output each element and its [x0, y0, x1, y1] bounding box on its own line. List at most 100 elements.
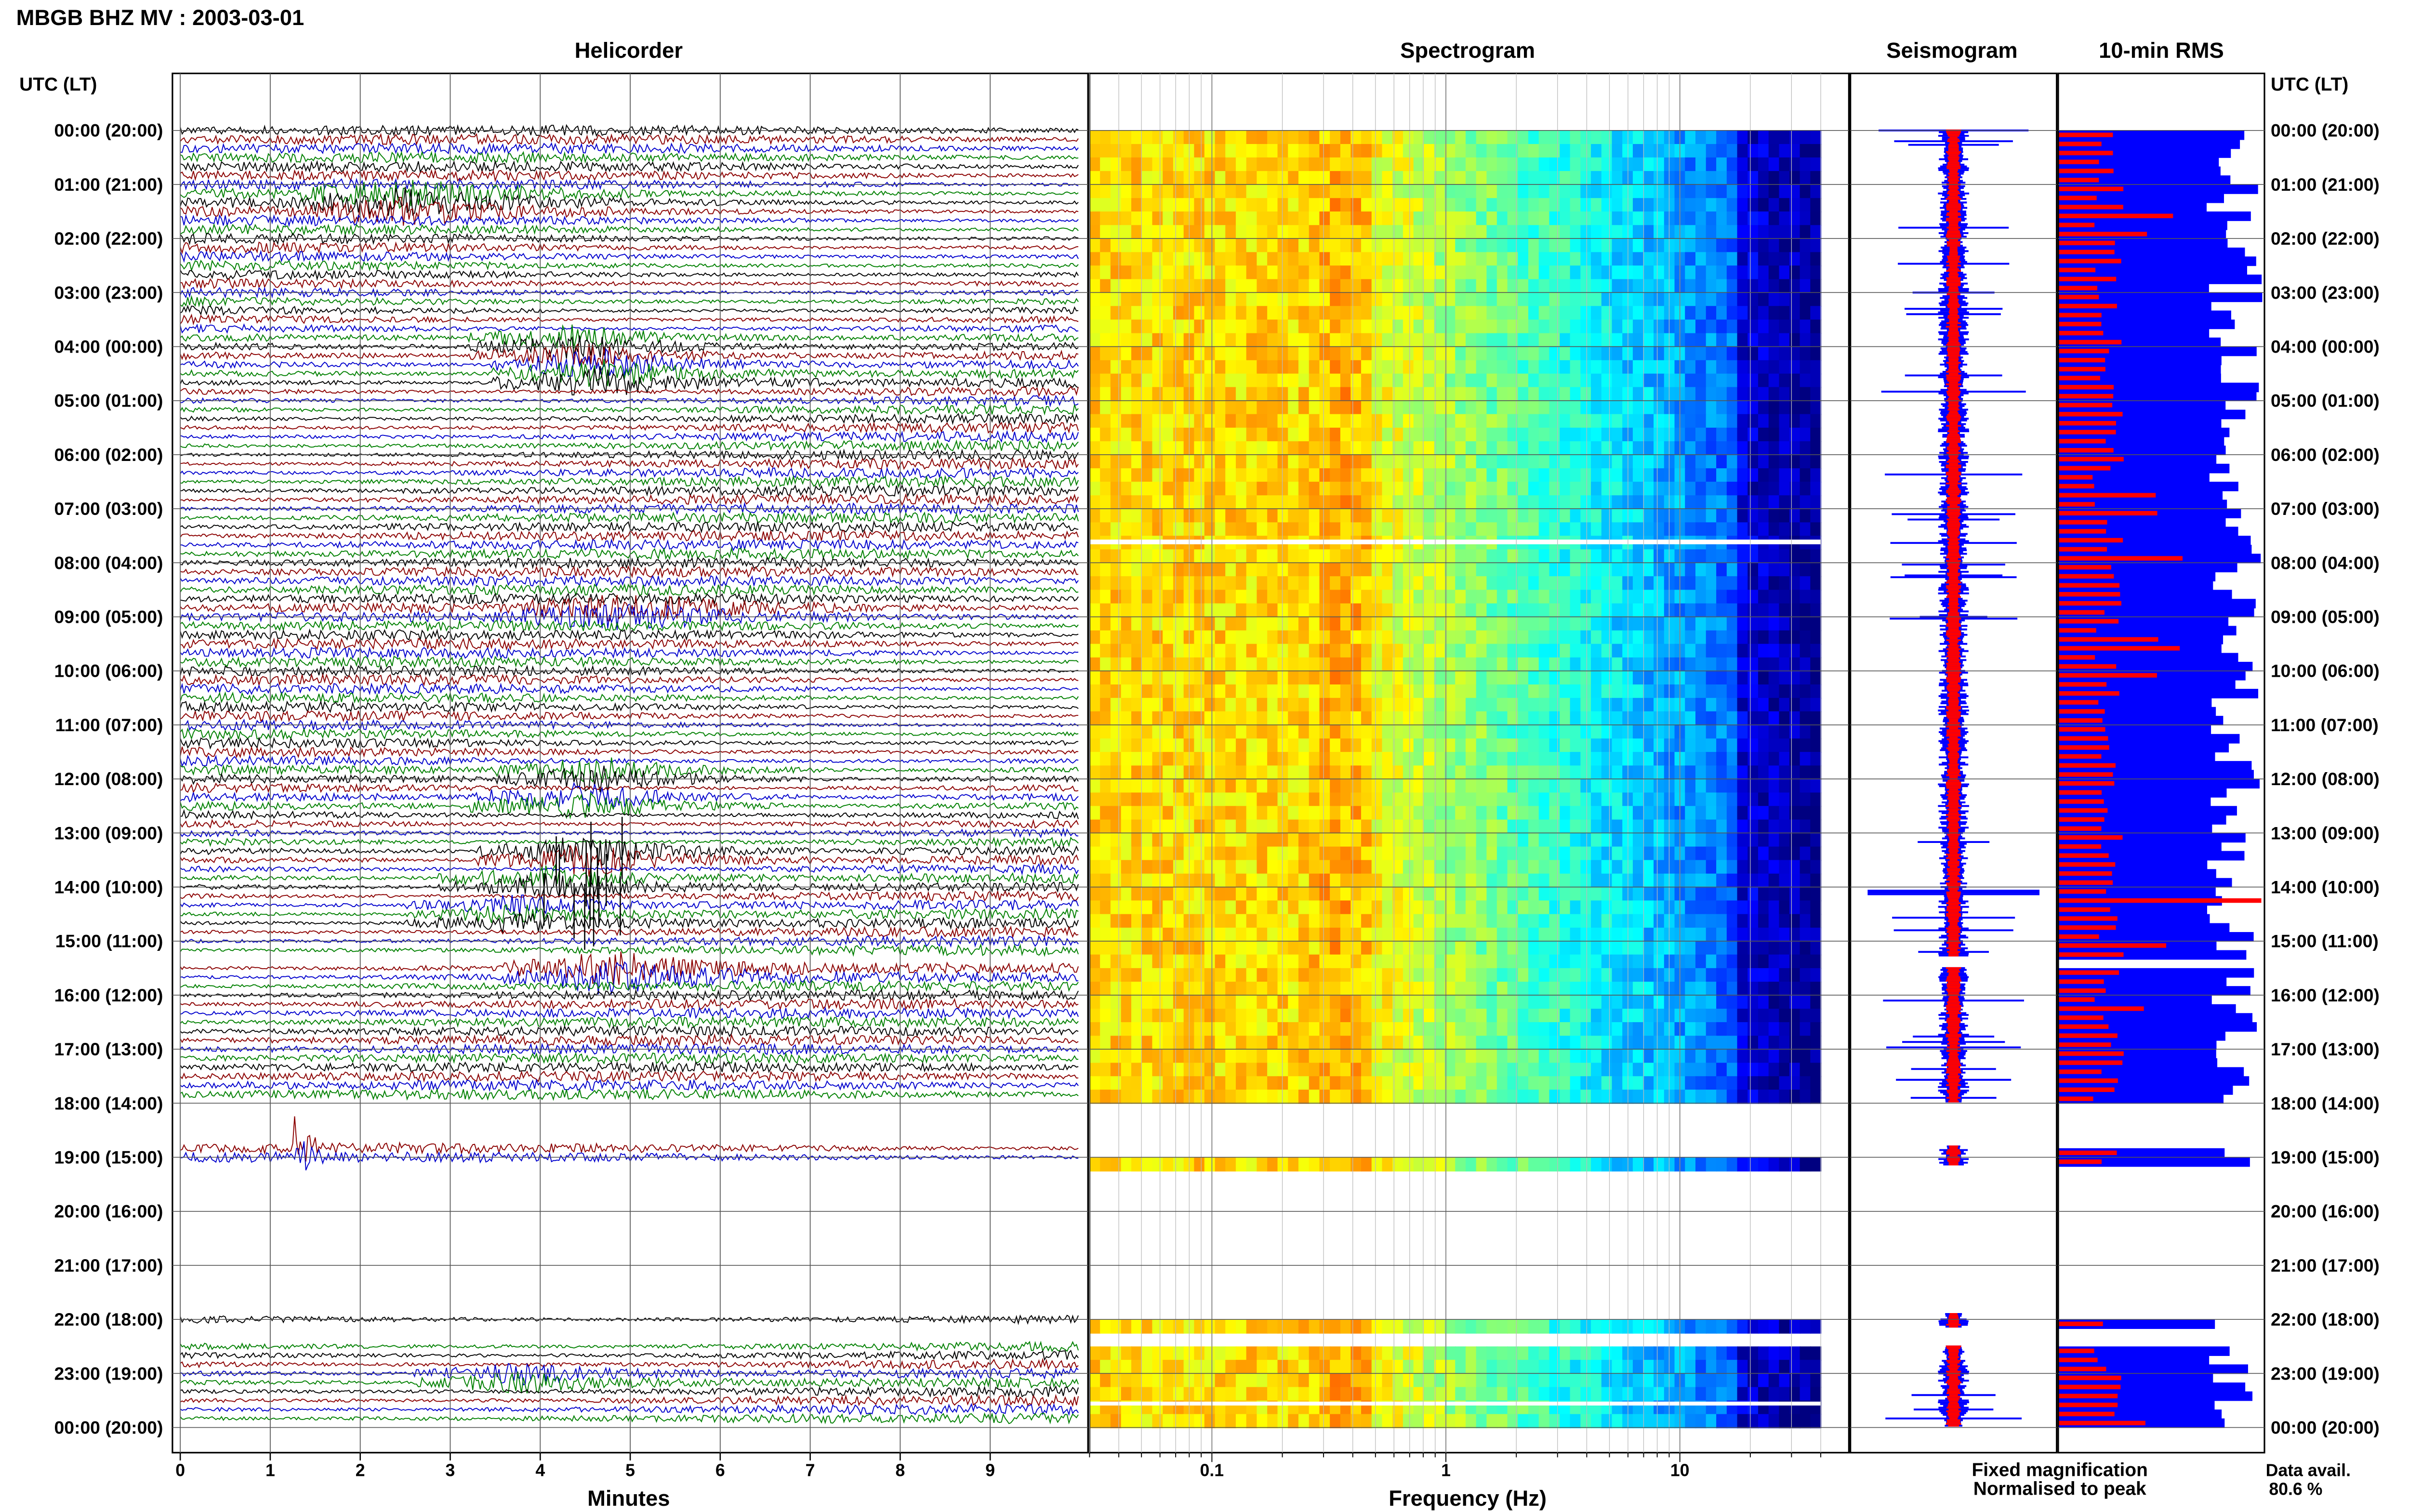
- spectrogram-cell: [1570, 887, 1581, 902]
- spectrogram-cell: [1319, 319, 1331, 334]
- spectrogram-cell: [1737, 603, 1748, 618]
- spectrogram-cell: [1779, 454, 1790, 469]
- spectrogram-cell: [1810, 752, 1822, 766]
- spectrogram-cell: [1163, 211, 1174, 226]
- spectrogram-cell: [1643, 1009, 1655, 1023]
- spectrogram-cell: [1695, 238, 1707, 253]
- spectrogram-cell: [1131, 860, 1143, 874]
- helicorder-trace-row-28: [180, 366, 1079, 395]
- spectrogram-cell: [1257, 1009, 1268, 1023]
- spectrogram-cell: [1455, 617, 1467, 631]
- spectrogram-cell: [1591, 441, 1602, 456]
- spectrogram-cell: [1246, 671, 1257, 685]
- spectrogram-cell: [1225, 1063, 1237, 1077]
- spectrogram-cell: [1309, 954, 1320, 969]
- spectrogram-cell: [1235, 225, 1247, 239]
- spectrogram-cell: [1737, 738, 1748, 753]
- spectrogram-cell: [1643, 724, 1655, 739]
- spectrogram-cell: [1444, 184, 1456, 199]
- spectrogram-cell: [1330, 468, 1341, 483]
- spectrogram-cell: [1277, 427, 1289, 442]
- spectrogram-cell: [1277, 509, 1289, 523]
- spectrogram-cell: [1444, 1036, 1456, 1050]
- spectrogram-cell: [1518, 846, 1529, 861]
- spectrogram-cell: [1518, 144, 1529, 158]
- spectrogram-cell: [1194, 724, 1205, 739]
- spectrogram-cell: [1194, 468, 1205, 483]
- helicorder-trace-row-1: [180, 132, 1079, 146]
- spectrogram-cell: [1309, 130, 1320, 145]
- spectrogram-cell: [1403, 468, 1414, 483]
- helicorder-trace-row-11: [180, 223, 1079, 237]
- spectrogram-cell: [1235, 887, 1247, 902]
- spectrogram-cell: [1591, 454, 1602, 469]
- spectrogram-cell: [1612, 806, 1623, 820]
- spectrogram-cell: [1789, 441, 1800, 456]
- spectrogram-cell: [1403, 806, 1414, 820]
- spectrogram-cell: [1152, 1063, 1164, 1077]
- spectrogram-cell: [1664, 441, 1675, 456]
- spectrogram-cell: [1549, 819, 1561, 834]
- spectrogram-cell: [1789, 225, 1800, 239]
- spectrogram-cell: [1257, 833, 1268, 847]
- spectrogram-cell: [1424, 414, 1435, 429]
- spectrogram-cell: [1121, 941, 1132, 956]
- spectrogram-cell: [1121, 414, 1132, 429]
- spectrogram-cell: [1654, 144, 1665, 158]
- spectrogram-cell: [1361, 819, 1373, 834]
- spectrogram-cell: [1100, 995, 1112, 1010]
- spectrogram-cell: [1716, 400, 1728, 415]
- spectrogram-cell: [1580, 819, 1592, 834]
- spectrogram-cell: [1810, 738, 1822, 753]
- spectrogram-cell: [1518, 563, 1529, 577]
- spectrogram-cell: [1643, 819, 1655, 834]
- spectrogram-cell: [1654, 225, 1665, 239]
- spectrogram-cell: [1277, 333, 1289, 348]
- spectrogram-cell: [1476, 414, 1487, 429]
- spectrogram-cell: [1632, 1009, 1644, 1023]
- spectrogram-cell: [1632, 617, 1644, 631]
- spectrogram-cell: [1664, 360, 1675, 375]
- spectrogram-cell: [1424, 1022, 1435, 1037]
- spectrogram-cell: [1518, 941, 1529, 956]
- spectrogram-cell: [1716, 576, 1728, 591]
- spectrogram-cell: [1486, 765, 1498, 780]
- spectrogram-cell: [1330, 1049, 1341, 1064]
- spectrogram-cell: [1392, 387, 1404, 402]
- spectrogram-cell: [1685, 644, 1696, 658]
- spectrogram-cell: [1100, 238, 1112, 253]
- spectrogram-cell: [1163, 265, 1174, 280]
- spectrogram-cell: [1737, 671, 1748, 685]
- spectrogram-cell: [1737, 319, 1748, 334]
- spectrogram-cell: [1235, 941, 1247, 956]
- spectrogram-cell: [1726, 968, 1738, 983]
- spectrogram-cell: [1486, 697, 1498, 712]
- spectrogram-cell: [1403, 549, 1414, 564]
- spectrogram-cell: [1131, 468, 1143, 483]
- spectrogram-cell: [1465, 900, 1477, 915]
- spectrogram-cell: [1570, 995, 1581, 1010]
- spectrogram-cell: [1361, 522, 1373, 537]
- spectrogram-cell: [1465, 603, 1477, 618]
- spectrogram-cell: [1309, 373, 1320, 388]
- spectrogram-cell: [1110, 279, 1122, 293]
- spectrogram-cell: [1194, 157, 1205, 172]
- spectrogram-cell: [1434, 306, 1445, 320]
- spectrogram-cell: [1601, 860, 1613, 874]
- spectrogram-cell: [1549, 387, 1561, 402]
- spectrogram-cell: [1350, 603, 1362, 618]
- spectrogram-cell: [1434, 1049, 1445, 1064]
- spectrogram-cell: [1257, 657, 1268, 672]
- helicorder-trace-row-71: [180, 757, 1079, 783]
- spectrogram-cell: [1664, 184, 1675, 199]
- spectrogram-cell: [1403, 982, 1414, 996]
- spectrogram-cell: [1685, 279, 1696, 293]
- spectrogram-cell: [1726, 765, 1738, 780]
- spectrogram-cell: [1768, 454, 1780, 469]
- spectrogram-cell: [1496, 211, 1508, 226]
- spectrogram-cell: [1298, 590, 1310, 604]
- spectrogram-cell: [1507, 373, 1519, 388]
- spectrogram-cell: [1257, 157, 1268, 172]
- spectrogram-cell: [1235, 860, 1247, 874]
- spectrogram-cell: [1601, 954, 1613, 969]
